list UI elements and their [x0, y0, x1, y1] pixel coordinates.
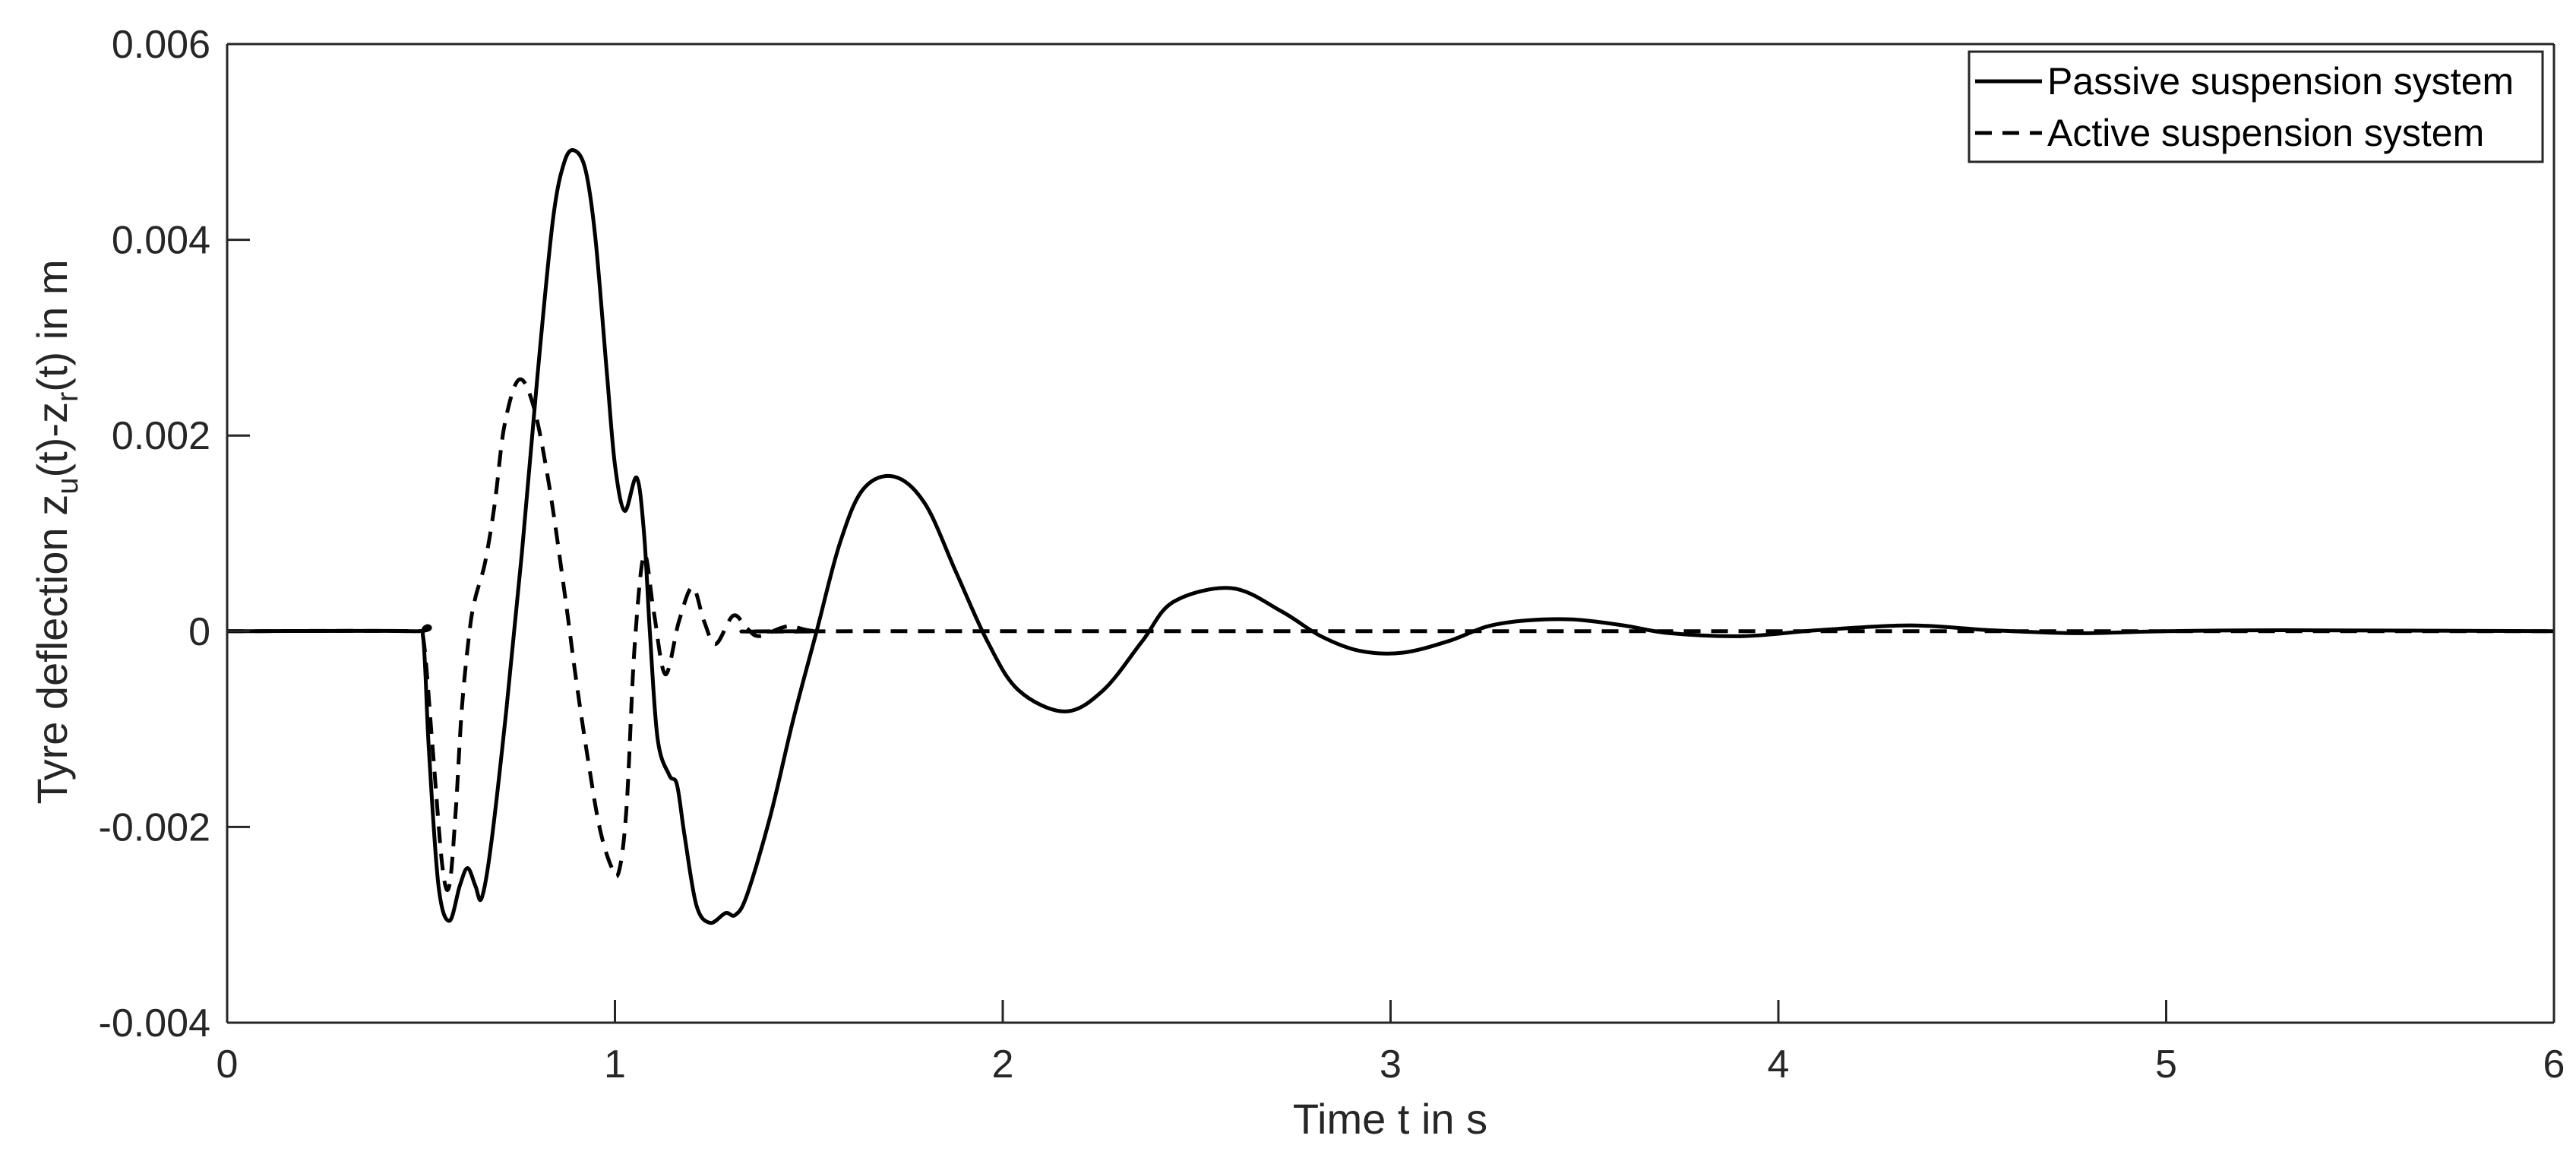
y-axis-title-prefix: Tyre deflection z — [28, 495, 76, 805]
x-tick-label: 1 — [604, 1042, 626, 1087]
x-tick-label: 3 — [1380, 1042, 1402, 1087]
legend-passive-label: Passive suspension system — [2047, 60, 2514, 103]
y-axis-title-suffix: (t) in m — [28, 259, 76, 391]
x-tick-label: 6 — [2543, 1042, 2565, 1087]
y-tick-label: 0 — [188, 610, 210, 654]
x-axis-title: Time t in s — [1293, 1095, 1487, 1143]
y-tick-label: 0.004 — [112, 219, 210, 263]
x-tick-label: 4 — [1768, 1042, 1790, 1087]
active-series-line — [226, 377, 2554, 892]
y-axis-title: Tyre deflection zu(t)-zr(t) in m — [28, 259, 84, 804]
series-lines — [226, 148, 2555, 925]
plot-area: 0 1 2 3 4 5 6 -0.004 -0.002 0 0.002 0.004 0.006 — [99, 23, 2565, 1087]
y-axis-title-sub-u: u — [51, 478, 84, 495]
y-tick-label: 0.002 — [112, 414, 210, 458]
passive-series-line — [226, 148, 2555, 925]
x-tick-label: 5 — [2155, 1042, 2177, 1087]
legend: Passive suspension system Active suspens… — [1968, 50, 2544, 163]
x-tick-label: 2 — [992, 1042, 1014, 1087]
y-tick-label: 0.006 — [112, 23, 210, 67]
legend-box — [1968, 50, 2544, 163]
x-ticks: 0 1 2 3 4 5 6 — [217, 1000, 2565, 1087]
y-ticks: -0.004 -0.002 0 0.002 0.004 0.006 — [99, 23, 250, 1045]
plot-background — [227, 44, 2554, 1023]
legend-active-label: Active suspension system — [2047, 112, 2484, 154]
y-axis-title-sub-r: r — [51, 392, 84, 402]
y-axis-title-mid: (t)-z — [28, 402, 76, 478]
x-tick-label: 0 — [217, 1042, 239, 1087]
y-tick-label: -0.004 — [99, 1001, 210, 1045]
y-tick-label: -0.002 — [99, 805, 210, 849]
